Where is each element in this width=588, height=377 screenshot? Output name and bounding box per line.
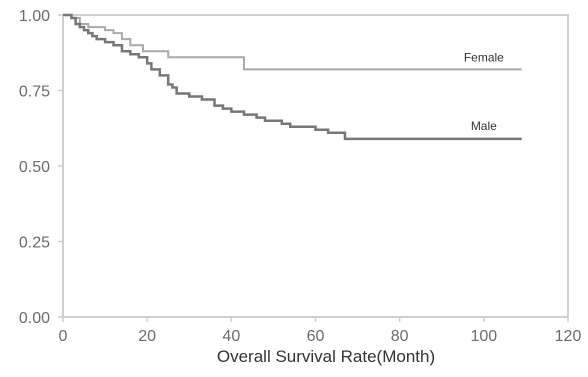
y-tick-label: 1.00: [19, 8, 50, 25]
x-tick-label: 0: [59, 328, 68, 345]
x-tick-label: 60: [307, 328, 325, 345]
y-tick-label: 0.00: [19, 310, 50, 327]
series-group: Female Male: [63, 13, 522, 141]
y-tick-label: 0.50: [19, 159, 50, 176]
y-tick-labels: 0.00 0.25 0.50 0.75 1.00: [19, 8, 63, 327]
series-line-female: [63, 14, 522, 71]
y-tick-label: 0.25: [19, 235, 50, 252]
x-tick-label: 20: [138, 328, 156, 345]
series-label-male: Male: [471, 119, 497, 133]
series-label-female: Female: [464, 50, 504, 64]
x-tick-label: 80: [391, 328, 409, 345]
x-axis-label: Overall Survival Rate(Month): [217, 347, 435, 366]
x-tick-label: 120: [555, 328, 582, 345]
x-tick-label: 40: [222, 328, 240, 345]
y-tick-label: 0.75: [19, 84, 50, 101]
x-tick-label: 100: [470, 328, 497, 345]
series-line-male: [63, 13, 522, 141]
x-tick-labels: 0 20 40 60 80 100 120: [59, 317, 582, 345]
